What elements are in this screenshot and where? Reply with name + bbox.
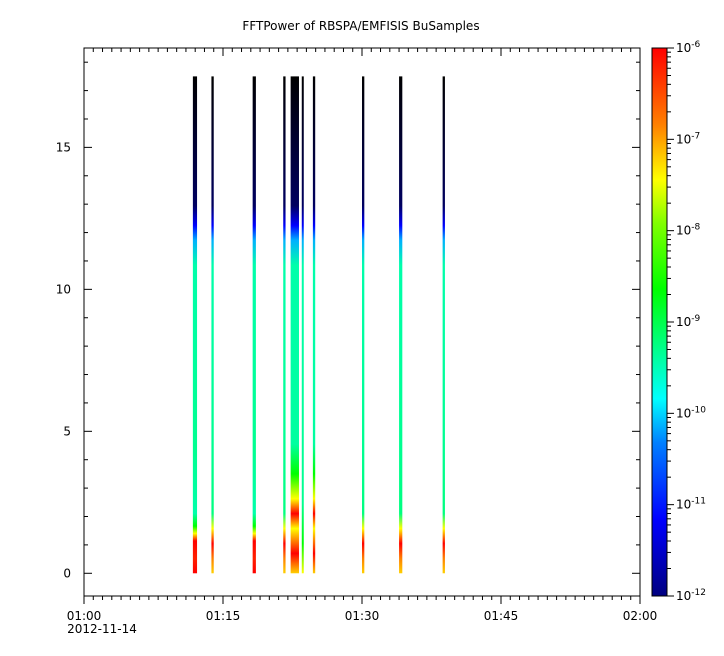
y-tick-label: 15 bbox=[56, 140, 71, 154]
colorbar-tick-label: 10-11 bbox=[676, 497, 706, 512]
y-tick-label: 0 bbox=[63, 566, 71, 580]
colorbar: 10-6 10-7 10-8 10-9 10-10 10-11 10-12 bbox=[651, 40, 706, 603]
y-tick-label: 10 bbox=[56, 282, 71, 296]
spectrogram-column bbox=[283, 76, 286, 574]
spectrogram-column bbox=[362, 76, 365, 574]
x-tick-date-label: 2012-11-14 bbox=[67, 622, 137, 636]
spectrogram-column bbox=[252, 76, 256, 574]
x-tick-label: 01:30 bbox=[345, 609, 380, 623]
spectrogram-column bbox=[290, 76, 299, 574]
colorbar-tick-label: 10-8 bbox=[676, 223, 701, 238]
chart-title: FFTPower of RBSPA/EMFISIS BuSamples bbox=[242, 19, 479, 33]
colorbar-ticks: 10-6 10-7 10-8 10-9 10-10 10-11 10-12 bbox=[667, 40, 706, 603]
x-tick-label: 01:00 bbox=[67, 609, 102, 623]
spectrogram-column bbox=[301, 76, 304, 574]
y-axis: 0 5 10 15 bbox=[56, 61, 640, 580]
spectrogram-column bbox=[192, 76, 198, 574]
colorbar-tick-label: 10-10 bbox=[676, 405, 706, 420]
y-tick-label: 5 bbox=[63, 424, 71, 438]
data-columns bbox=[192, 76, 445, 574]
spectrogram-column bbox=[399, 76, 403, 574]
colorbar-gradient bbox=[651, 47, 668, 597]
spectrogram-column bbox=[211, 76, 214, 574]
colorbar-tick-label: 10-9 bbox=[676, 314, 701, 329]
x-tick-label: 01:45 bbox=[484, 609, 519, 623]
x-tick-label: 01:15 bbox=[206, 609, 241, 623]
colorbar-tick-label: 10-7 bbox=[676, 131, 700, 146]
spectrogram-column bbox=[312, 76, 316, 574]
colorbar-tick-label: 10-6 bbox=[676, 40, 701, 55]
plot-area bbox=[83, 47, 641, 597]
spectrogram-column bbox=[442, 76, 445, 574]
colorbar-tick-label: 10-12 bbox=[676, 588, 706, 603]
x-tick-label: 02:00 bbox=[623, 609, 658, 623]
